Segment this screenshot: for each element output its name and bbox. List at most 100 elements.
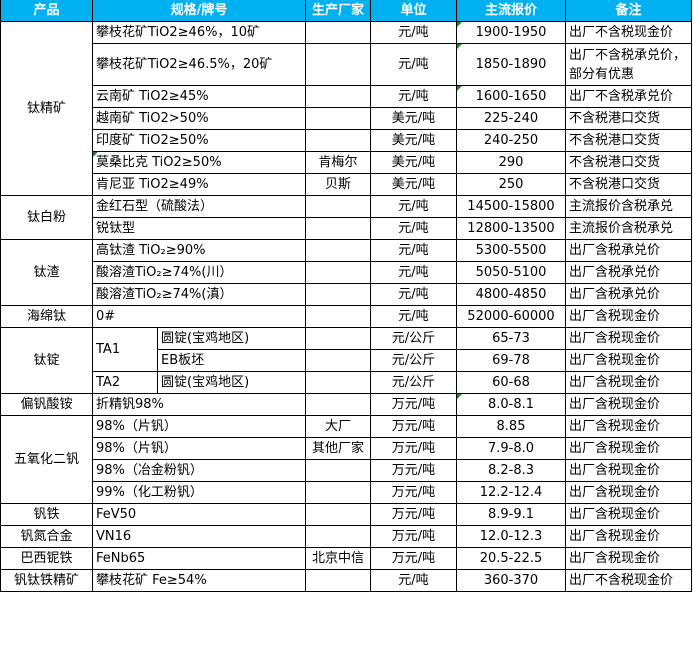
spec-cell: EB板坯 [157, 349, 306, 372]
unit-cell: 美元/吨 [370, 151, 457, 174]
maker-cell: 北京中信 [305, 547, 371, 570]
price-cell: 1900-1950 [456, 21, 566, 44]
unit-cell: 元/吨 [370, 305, 457, 328]
maker-cell: 其他厂家 [305, 437, 371, 460]
maker-cell [305, 459, 371, 482]
table-row: 钛白粉 金红石型（硫酸法） 元/吨 14500-15800 主流报价含税承兑 [0, 195, 692, 240]
unit-cell: 万元/吨 [370, 437, 457, 460]
note-cell: 出厂含税现金价 [565, 547, 692, 570]
table-row: 云南矿 TiO2≥45% 元/吨 1600-1650 出厂不含税承兑价 [1, 85, 692, 108]
price-cell: 8.0-8.1 [456, 393, 566, 416]
maker-cell [305, 85, 371, 108]
price-cell: 7.9-8.0 [456, 437, 566, 460]
maker-cell: 大厂 [305, 415, 371, 438]
maker-cell [305, 21, 371, 44]
note-cell: 出厂含税现金价 [565, 415, 692, 438]
maker-cell [305, 239, 371, 262]
maker-cell [305, 195, 371, 218]
table-row: 攀枝花矿TiO2≥46.5%，20矿 元/吨 1850-1890 出厂不含税承兑价，部… [1, 43, 692, 86]
table-row: 锐钛型 元/吨 12800-13500 主流报价含税承兑 [1, 217, 692, 240]
maker-cell [305, 217, 371, 240]
note-cell: 不含税港口交货 [565, 173, 692, 196]
note-cell: 出厂含税现金价 [565, 349, 692, 372]
unit-cell: 美元/吨 [370, 173, 457, 196]
table-row: 钛渣 高钛渣 TiO₂≥90% 元/吨 5300-5500 出厂含税承兑价 [0, 239, 692, 306]
product-cell: 钒氮合金 [0, 525, 93, 548]
header-product: 产品 [0, 0, 93, 22]
note-cell: 出厂含税现金价 [565, 481, 692, 504]
table-row: 99%（化工粉钒） 万元/吨 12.2-12.4 出厂含税现金价 [1, 481, 692, 504]
price-cell: 1850-1890 [456, 43, 566, 86]
unit-cell: 元/吨 [370, 283, 457, 306]
price-cell: 12800-13500 [456, 217, 566, 240]
unit-cell: 元/公斤 [370, 327, 457, 350]
price-cell: 8.85 [456, 415, 566, 438]
note-cell: 出厂不含税现金价 [565, 569, 692, 592]
header-spec: 规格/牌号 [92, 0, 306, 22]
unit-cell: 元/吨 [370, 195, 457, 218]
spec-cell: 锐钛型 [92, 217, 306, 240]
unit-cell: 万元/吨 [370, 481, 457, 504]
price-cell: 20.5-22.5 [456, 547, 566, 570]
table-row: 五氧化二钒 98%（片钒） 大厂 万元/吨 8.85 出厂含税现金价 [0, 415, 692, 504]
note-cell: 出厂不含税承兑价，部分有优惠 [565, 43, 692, 86]
note-cell: 出厂含税承兑价 [565, 283, 692, 306]
spec-cell: 金红石型（硫酸法） [92, 195, 306, 218]
note-cell: 不含税港口交货 [565, 129, 692, 152]
note-cell: 出厂含税现金价 [565, 459, 692, 482]
product-cell: 钛白粉 [0, 195, 93, 240]
note-cell: 主流报价含税承兑 [565, 195, 692, 218]
product-cell: 钛锭 [0, 327, 93, 394]
note-cell: 出厂不含税承兑价 [565, 85, 692, 108]
maker-cell [305, 503, 371, 526]
spec-cell: 99%（化工粉钒） [92, 481, 306, 504]
spec-cell: 高钛渣 TiO₂≥90% [92, 239, 306, 262]
maker-cell [305, 305, 371, 328]
price-cell: 69-78 [456, 349, 566, 372]
note-cell: 出厂含税现金价 [565, 437, 692, 460]
price-cell: 52000-60000 [456, 305, 566, 328]
maker-cell [305, 349, 371, 372]
table-row: 莫桑比克 TiO2≥50% 肯梅尔 美元/吨 290 不含税港口交货 [1, 151, 692, 174]
price-cell: 8.9-9.1 [456, 503, 566, 526]
table-row: 98%（冶金粉钒） 万元/吨 8.2-8.3 出厂含税现金价 [1, 459, 692, 482]
product-cell: 钛精矿 [0, 21, 93, 196]
spec-cell: 攀枝花矿 Fe≥54% [92, 569, 306, 592]
spec-cell: 98%（冶金粉钒） [92, 459, 306, 482]
table-row: 酸溶渣TiO₂≥74%(川） 元/吨 5050-5100 出厂含税承兑价 [1, 261, 692, 284]
note-cell: 出厂含税现金价 [565, 305, 692, 328]
spec-cell: 0# [92, 305, 306, 328]
price-table: 产品 规格/牌号 生产厂家 单位 主流报价 备注 钛精矿 攀枝花矿TiO2≥46%… [0, 0, 692, 592]
price-cell: 12.0-12.3 [456, 525, 566, 548]
price-cell: 240-250 [456, 129, 566, 152]
price-cell: 60-68 [456, 371, 566, 394]
unit-cell: 美元/吨 [370, 129, 457, 152]
maker-cell [305, 327, 371, 350]
table-row: 98%（片钒） 其他厂家 万元/吨 7.9-8.0 出厂含税现金价 [1, 437, 692, 460]
unit-cell: 万元/吨 [370, 415, 457, 438]
note-cell: 出厂含税承兑价 [565, 239, 692, 262]
spec-cell: 莫桑比克 TiO2≥50% [92, 151, 306, 174]
table-row: EB板坯 元/公斤 69-78 出厂含税现金价 [1, 349, 692, 372]
note-cell: 出厂含税现金价 [565, 393, 692, 416]
unit-cell: 元/吨 [370, 569, 457, 592]
maker-cell: 贝斯 [305, 173, 371, 196]
spec-cell: 越南矿 TiO2>50% [92, 107, 306, 130]
product-cell: 五氧化二钒 [0, 415, 93, 504]
unit-cell: 万元/吨 [370, 547, 457, 570]
product-cell: 偏钒酸铵 [0, 393, 93, 416]
table-row: 越南矿 TiO2>50% 美元/吨 225-240 不含税港口交货 [1, 107, 692, 130]
price-cell: 8.2-8.3 [456, 459, 566, 482]
note-cell: 出厂含税现金价 [565, 327, 692, 350]
table-row: 钒铁 FeV50 万元/吨 8.9-9.1 出厂含税现金价 [0, 503, 692, 526]
maker-cell: 肯梅尔 [305, 151, 371, 174]
unit-cell: 美元/吨 [370, 107, 457, 130]
maker-cell [305, 481, 371, 504]
header-price: 主流报价 [456, 0, 566, 22]
spec-cell: 折精钒98% [92, 393, 306, 416]
grade-cell: TA2 [92, 371, 158, 394]
price-cell: 360-370 [456, 569, 566, 592]
note-cell: 出厂含税现金价 [565, 371, 692, 394]
price-cell: 290 [456, 151, 566, 174]
spec-cell: 攀枝花矿TiO2≥46.5%，20矿 [92, 43, 306, 86]
